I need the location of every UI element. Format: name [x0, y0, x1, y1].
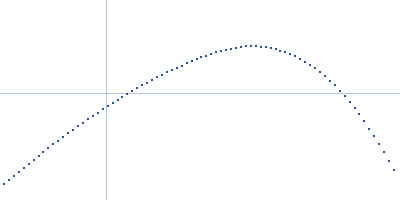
Point: [282, 51, 288, 54]
Point: [164, 71, 170, 74]
Point: [381, 151, 387, 154]
Point: [203, 54, 210, 57]
Point: [391, 168, 397, 172]
Point: [154, 76, 160, 79]
Point: [208, 52, 214, 56]
Point: [50, 143, 56, 146]
Point: [351, 106, 358, 110]
Point: [193, 58, 200, 61]
Point: [366, 127, 372, 130]
Point: [139, 84, 146, 87]
Point: [124, 92, 131, 96]
Point: [327, 79, 333, 82]
Point: [75, 125, 81, 128]
Point: [65, 132, 71, 135]
Point: [100, 108, 106, 111]
Point: [292, 55, 298, 58]
Point: [322, 75, 328, 78]
Point: [346, 100, 353, 103]
Point: [90, 114, 96, 118]
Point: [223, 48, 229, 51]
Point: [267, 46, 274, 50]
Point: [317, 71, 323, 74]
Point: [297, 57, 304, 61]
Point: [114, 98, 121, 102]
Point: [243, 45, 249, 48]
Point: [60, 135, 66, 139]
Point: [20, 166, 27, 169]
Point: [262, 46, 269, 49]
Point: [248, 44, 254, 48]
Point: [258, 45, 264, 48]
Point: [134, 87, 140, 90]
Point: [55, 139, 62, 142]
Point: [188, 60, 195, 63]
Point: [6, 178, 12, 181]
Point: [1, 182, 7, 186]
Point: [129, 89, 136, 93]
Point: [361, 120, 368, 123]
Point: [307, 63, 313, 66]
Point: [26, 162, 32, 165]
Point: [272, 48, 279, 51]
Point: [149, 78, 155, 82]
Point: [342, 94, 348, 98]
Point: [110, 101, 116, 105]
Point: [104, 105, 111, 108]
Point: [80, 121, 86, 124]
Point: [184, 62, 190, 65]
Point: [228, 47, 234, 50]
Point: [371, 134, 378, 138]
Point: [233, 46, 239, 49]
Point: [70, 128, 76, 131]
Point: [336, 89, 343, 92]
Point: [169, 68, 175, 72]
Point: [287, 53, 294, 56]
Point: [376, 142, 382, 146]
Point: [30, 158, 37, 161]
Point: [40, 150, 47, 153]
Point: [312, 67, 318, 70]
Point: [144, 81, 150, 84]
Point: [178, 64, 185, 67]
Point: [119, 95, 126, 99]
Point: [198, 56, 205, 59]
Point: [218, 49, 224, 53]
Point: [332, 84, 338, 87]
Point: [85, 118, 91, 121]
Point: [35, 154, 42, 157]
Point: [94, 111, 101, 114]
Point: [213, 51, 220, 54]
Point: [16, 170, 22, 173]
Point: [252, 45, 259, 48]
Point: [356, 113, 363, 116]
Point: [159, 73, 165, 76]
Point: [386, 159, 392, 163]
Point: [11, 174, 17, 177]
Point: [45, 146, 52, 150]
Point: [174, 66, 180, 69]
Point: [238, 45, 244, 48]
Point: [302, 60, 308, 63]
Point: [277, 49, 284, 52]
